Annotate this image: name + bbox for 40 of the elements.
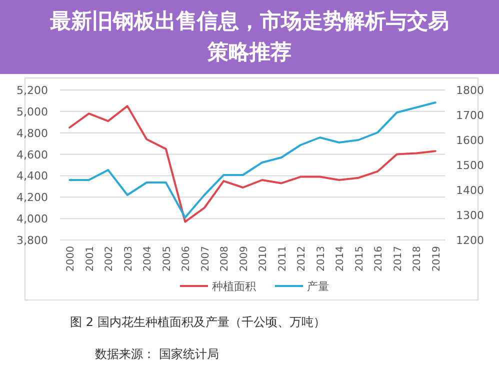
x-tick-label: 2000 bbox=[66, 246, 77, 272]
x-tick-label: 2009 bbox=[238, 246, 250, 272]
y-tick-label: 4,200 bbox=[16, 191, 48, 204]
x-tick-label: 2017 bbox=[392, 246, 404, 272]
legend-label: 种植面积 bbox=[212, 280, 256, 293]
x-tick-label: 2014 bbox=[335, 246, 346, 272]
y2-tick-label: 1600 bbox=[456, 134, 484, 147]
x-tick-label: 2010 bbox=[258, 246, 270, 272]
caption: 图 2 国内花生种植面积及产量（千公顷、万吨） bbox=[70, 315, 326, 329]
y2-tick-label: 1800 bbox=[456, 84, 484, 97]
x-tick-label: 2004 bbox=[142, 246, 154, 272]
y2-tick-label: 1200 bbox=[456, 234, 484, 247]
y-tick-label: 5,000 bbox=[16, 105, 48, 118]
y-tick-label: 5,200 bbox=[16, 84, 48, 97]
x-tick-label: 2018 bbox=[412, 246, 424, 272]
x-tick-label: 2015 bbox=[354, 246, 366, 272]
x-tick-label: 2019 bbox=[431, 246, 442, 272]
legend-label: 产量 bbox=[307, 280, 329, 293]
x-tick-label: 2007 bbox=[200, 246, 212, 272]
y2-tick-label: 1300 bbox=[456, 209, 484, 222]
x-tick-label: 2001 bbox=[84, 246, 96, 272]
y-tick-label: 4,600 bbox=[16, 148, 48, 162]
x-tick-label: 2016 bbox=[374, 246, 385, 272]
x-tick-label: 2013 bbox=[316, 246, 327, 272]
y-tick-label: 3,800 bbox=[16, 234, 48, 247]
chart-title: 最新旧钢板出售信息，市场走势解析与交易策略推荐 bbox=[49, 8, 450, 66]
x-tick-label: 2011 bbox=[277, 246, 288, 272]
x-tick-label: 2002 bbox=[104, 246, 116, 272]
y-tick-label: 4,800 bbox=[16, 126, 48, 140]
x-tick-label: 2005 bbox=[162, 246, 173, 272]
x-tick-label: 2008 bbox=[220, 246, 231, 272]
y2-tick-label: 1400 bbox=[456, 184, 484, 197]
y-tick-label: 4,000 bbox=[16, 212, 48, 226]
x-tick-label: 2003 bbox=[123, 246, 134, 272]
x-tick-label: 2012 bbox=[296, 246, 308, 272]
source-note: 数据来源： 国家统计局 bbox=[95, 347, 219, 361]
y-tick-label: 4,400 bbox=[16, 170, 48, 183]
y2-tick-label: 1500 bbox=[456, 159, 484, 172]
y2-tick-label: 1700 bbox=[456, 109, 484, 122]
x-tick-label: 2006 bbox=[181, 246, 192, 272]
